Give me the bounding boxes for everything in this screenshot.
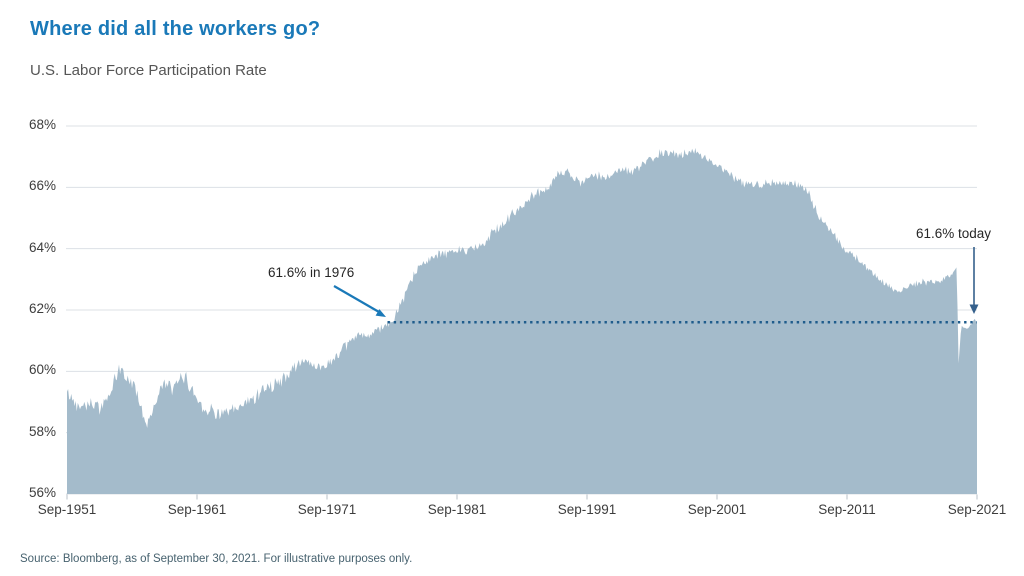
y-tick-label: 62%	[28, 301, 56, 316]
area-series	[67, 147, 977, 494]
arrow-to-1976-point	[333, 285, 386, 317]
annotation-today-label: 61.6% today	[916, 226, 992, 241]
chart-subtitle: U.S. Labor Force Participation Rate	[30, 62, 267, 79]
y-tick-label: 64%	[28, 239, 56, 255]
y-tick-label: 66%	[28, 178, 56, 194]
x-tick-label: Sep-1971	[297, 502, 357, 517]
lfpr-area-fill	[67, 147, 977, 494]
y-tick-label: 58%	[28, 423, 56, 439]
y-tick-label: 68%	[28, 117, 56, 132]
source-note: Source: Bloomberg, as of September 30, 2…	[20, 553, 413, 565]
arrow-to-today-point	[969, 247, 979, 314]
x-tick-label: Sep-1951	[37, 502, 97, 517]
y-tick-label: 60%	[28, 362, 56, 378]
y-tick-label: 56%	[28, 485, 56, 500]
x-tick-label: Sep-1961	[167, 502, 227, 517]
x-tick-label: Sep-2021	[947, 502, 1007, 517]
x-tick-label: Sep-1991	[557, 502, 617, 517]
x-tick-label: Sep-2011	[818, 502, 876, 517]
annotation-1976-label: 61.6% in 1976	[268, 265, 355, 280]
x-axis-ticks	[66, 494, 978, 500]
x-tick-label: Sep-2001	[687, 502, 747, 517]
page-title: Where did all the workers go?	[30, 18, 321, 40]
x-tick-label: Sep-1981	[427, 502, 487, 517]
